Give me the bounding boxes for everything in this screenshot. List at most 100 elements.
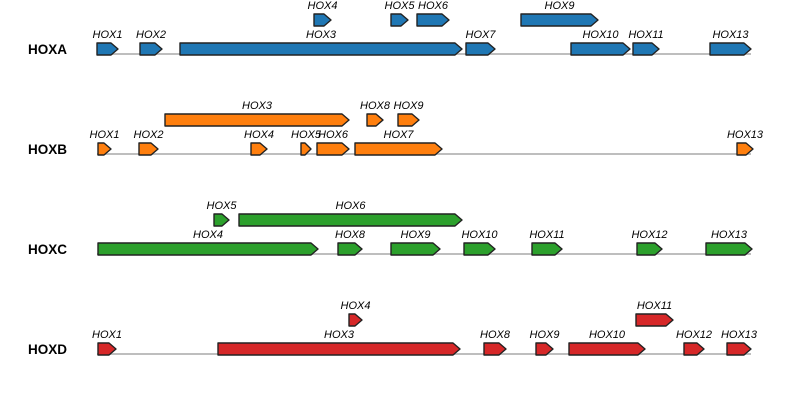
cluster-label-hoxb: HOXB — [28, 142, 68, 157]
gene-arrow — [635, 313, 674, 327]
gene-arrow — [463, 242, 496, 256]
gene-label: HOX4 — [193, 229, 223, 241]
gene-arrow-shape — [97, 142, 112, 156]
gene-label: HOX5 — [384, 0, 415, 12]
gene-arrow — [213, 213, 230, 227]
gene-label: HOX6 — [418, 0, 448, 12]
gene-arrow-shape — [535, 342, 554, 356]
gene-arrow-shape — [238, 213, 463, 227]
gene-label: HOX9 — [393, 100, 424, 112]
gene-arrow — [250, 142, 268, 156]
gene-arrow-shape — [316, 142, 350, 156]
gene-arrow-shape — [465, 42, 496, 56]
gene-arrow-shape — [483, 342, 507, 356]
gene-label: HOX13 — [712, 29, 749, 41]
gene-arrow — [97, 142, 112, 156]
gene-label: HOX11 — [636, 300, 673, 312]
gene-arrow-shape — [250, 142, 268, 156]
gene-arrow — [138, 142, 159, 156]
gene-arrow-shape — [217, 342, 461, 356]
gene-arrow-shape — [636, 242, 663, 256]
gene-label: HOX11 — [529, 229, 565, 241]
gene-label: HOX11 — [628, 29, 664, 41]
gene-arrow — [465, 42, 496, 56]
gene-arrow-shape — [213, 213, 230, 227]
gene-arrow — [313, 13, 332, 27]
gene-label: HOX3 — [324, 329, 354, 341]
gene-label: HOX1 — [92, 29, 123, 41]
gene-label: HOX1 — [89, 129, 120, 141]
gene-arrow — [397, 113, 420, 127]
gene-arrow — [636, 242, 663, 256]
gene-arrow — [726, 342, 752, 356]
gene-arrow-shape — [97, 342, 117, 356]
gene-arrow-shape — [635, 313, 674, 327]
gene-label: HOX12 — [631, 229, 668, 241]
gene-arrow — [568, 342, 646, 356]
gene-arrow-shape — [179, 42, 463, 56]
gene-arrow — [366, 113, 384, 127]
gene-label: HOX8 — [480, 329, 510, 341]
gene-arrow — [416, 13, 450, 27]
gene-arrow — [164, 113, 350, 127]
gene-arrow-shape — [300, 142, 312, 156]
gene-label: HOX13 — [726, 129, 764, 141]
gene-label: HOX6 — [318, 129, 348, 141]
gene-arrow — [535, 342, 554, 356]
gene-arrow-shape — [348, 313, 363, 327]
cluster-label-hoxc: HOXC — [28, 242, 68, 257]
gene-arrow — [97, 342, 117, 356]
cluster-label-hoxd: HOXD — [28, 342, 68, 357]
cluster-label-hoxa: HOXA — [28, 42, 68, 57]
gene-arrow-shape — [313, 13, 332, 27]
gene-label: HOX4 — [307, 0, 338, 12]
gene-arrow — [300, 142, 312, 156]
gene-label: HOX3 — [306, 29, 336, 41]
gene-arrow — [390, 13, 409, 27]
gene-arrow-shape — [709, 42, 752, 56]
gene-arrow-shape — [416, 13, 450, 27]
gene-arrow — [354, 142, 443, 156]
gene-label: HOX3 — [242, 100, 272, 112]
gene-arrow — [683, 342, 705, 356]
gene-label: HOX13 — [720, 329, 758, 341]
gene-label: HOX6 — [335, 200, 366, 212]
gene-arrow-shape — [570, 42, 631, 56]
gene-label: HOX8 — [360, 100, 390, 112]
gene-arrow-shape — [390, 13, 409, 27]
gene-label: HOX9 — [544, 0, 575, 12]
gene-arrow — [217, 342, 461, 356]
gene-arrow — [316, 142, 350, 156]
gene-label: HOX10 — [582, 29, 619, 41]
gene-label: HOX2 — [136, 29, 166, 41]
gene-label: HOX4 — [244, 129, 274, 141]
gene-arrow-shape — [463, 242, 496, 256]
gene-label: HOX10 — [461, 229, 498, 241]
gene-arrow-shape — [390, 242, 441, 256]
gene-arrow-shape — [139, 42, 163, 56]
gene-label: HOX8 — [335, 229, 365, 241]
gene-label: HOX7 — [383, 129, 414, 141]
gene-arrow-shape — [164, 113, 350, 127]
gene-arrow-shape — [97, 242, 319, 256]
gene-label: HOX1 — [92, 329, 122, 341]
gene-arrow — [337, 242, 363, 256]
gene-arrow-shape — [632, 42, 660, 56]
gene-arrow-shape — [705, 242, 753, 256]
gene-arrow — [390, 242, 441, 256]
gene-label: HOX4 — [340, 300, 371, 312]
gene-arrow — [570, 42, 631, 56]
gene-arrow — [709, 42, 752, 56]
gene-arrow — [238, 213, 463, 227]
gene-label: HOX9 — [529, 329, 560, 341]
gene-arrow — [139, 42, 163, 56]
gene-arrow-shape — [96, 42, 119, 56]
gene-arrow — [520, 13, 599, 27]
gene-arrow-shape — [568, 342, 646, 356]
gene-label: HOX13 — [710, 229, 748, 241]
gene-label: HOX9 — [400, 229, 431, 241]
gene-arrow-shape — [736, 142, 754, 156]
gene-arrow-shape — [138, 142, 159, 156]
gene-arrow-shape — [397, 113, 420, 127]
gene-arrow — [736, 142, 754, 156]
